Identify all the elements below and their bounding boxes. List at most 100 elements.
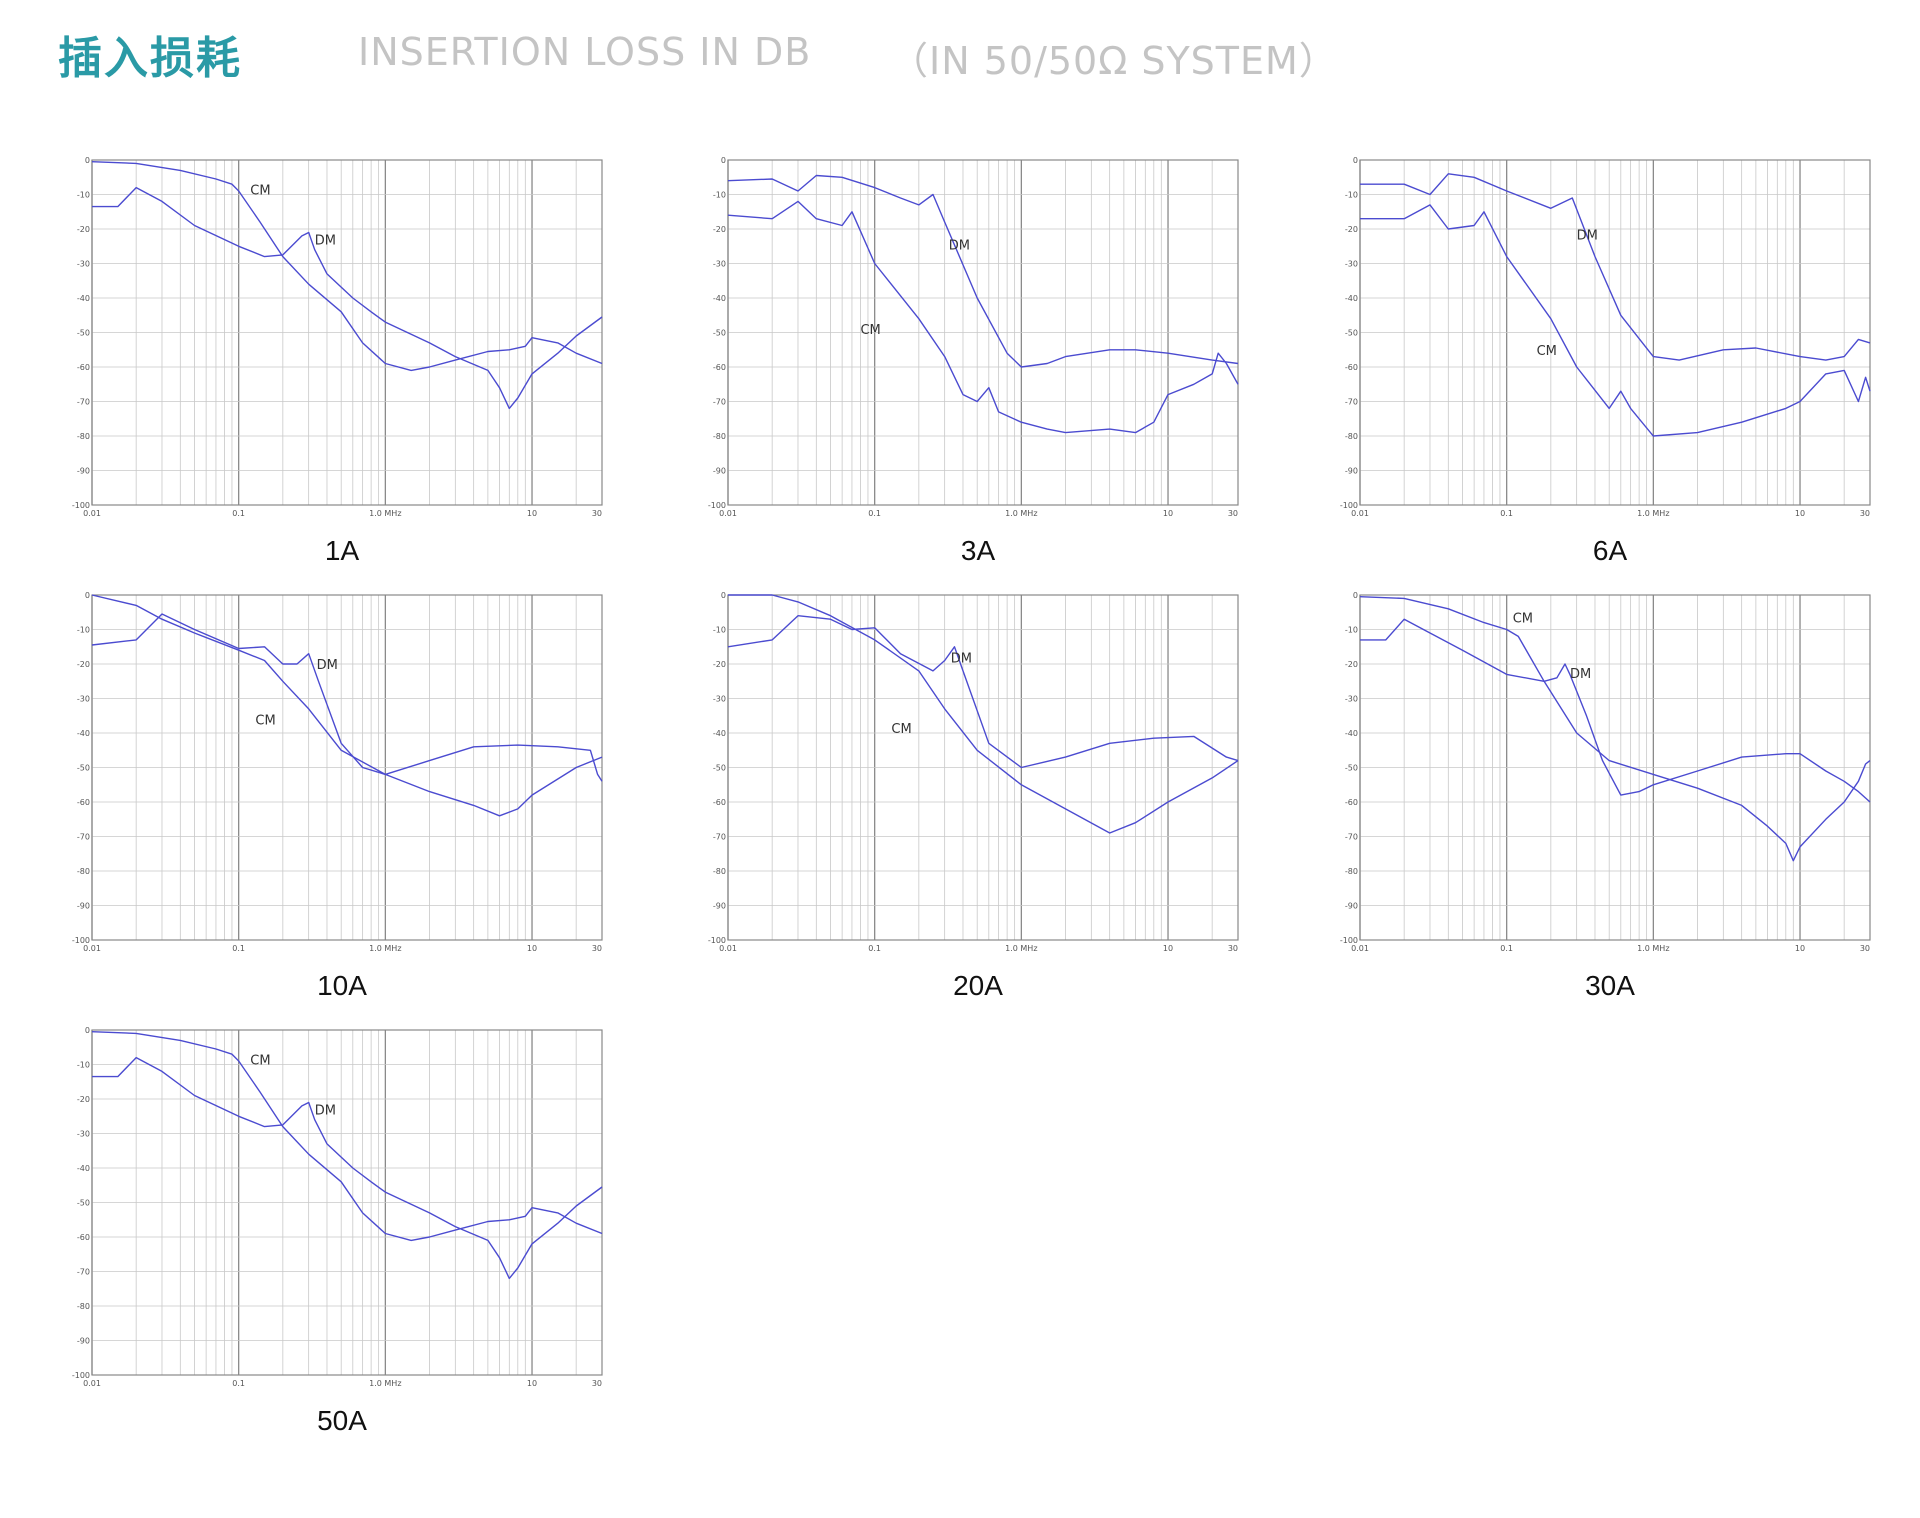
y-tick-label: -30 [1345,695,1358,704]
y-tick-label: -90 [77,467,90,476]
plot-frame [91,159,603,506]
series-line-dm [1360,173,1871,361]
y-tick-label: 0 [85,591,90,600]
x-tick-label: 0.01 [1351,509,1369,518]
series-label-dm: DM [1570,667,1591,682]
y-tick-label: -50 [1345,764,1358,773]
x-tick-label: 10 [1795,509,1805,518]
y-tick-label: -70 [713,398,726,407]
x-tick-label: 30 [592,944,602,953]
y-tick-label: -70 [1345,398,1358,407]
series-line-dm [92,186,603,410]
y-tick-label: -50 [1345,329,1358,338]
chart-caption: 3A [960,535,996,566]
y-tick-label: -100 [708,936,726,945]
y-tick-label: -10 [1345,626,1358,635]
series-line-cm [728,594,1239,834]
y-tick-label: 0 [721,591,726,600]
y-tick-label: 0 [721,156,726,165]
y-tick-label: -30 [1345,260,1358,269]
x-tick-label: 10 [527,944,537,953]
x-tick-label: 10 [1163,509,1173,518]
y-tick-label: -10 [77,626,90,635]
series-label-dm: DM [951,651,972,666]
y-tick-label: -80 [1345,432,1358,441]
x-tick-label: 30 [592,509,602,518]
x-tick-label: 0.01 [83,944,101,953]
series-label-cm: CM [891,722,911,737]
x-tick-label: 0.01 [83,509,101,518]
x-tick-label: 0.01 [83,1379,101,1388]
x-tick-label: 10 [1795,944,1805,953]
y-tick-label: -20 [77,1095,90,1104]
chart-grid [727,159,1239,506]
series-label-cm: CM [255,713,275,728]
plot-frame [1359,594,1871,941]
y-tick-label: -40 [77,1164,90,1173]
y-tick-label: -50 [77,764,90,773]
y-tick-label: -60 [77,363,90,372]
y-tick-label: 0 [1353,156,1358,165]
y-tick-label: -20 [713,660,726,669]
y-tick-label: -100 [1340,936,1358,945]
x-tick-label: 10 [1163,944,1173,953]
chart-grid [1359,594,1871,941]
y-tick-label: -40 [1345,294,1358,303]
y-tick-label: -80 [77,1302,90,1311]
series-label-dm: DM [949,239,970,254]
chart-caption: 6A [1592,535,1628,566]
plot-frame [91,594,603,941]
y-tick-label: -20 [77,225,90,234]
series-line-cm [1359,596,1871,862]
series-line-cm [727,200,1239,434]
y-tick-label: -70 [77,398,90,407]
y-tick-label: -10 [77,191,90,200]
series-line-cm [91,161,603,372]
chart-panel: 0 -10 -20 -30 -40 -50 -60 -70 -80 -90 -100 0.01 0.1 1… [62,150,622,570]
page-title: 插入损耗 [58,33,242,84]
x-tick-label: 10 [527,509,537,518]
chart-caption: 30A [1585,970,1635,1001]
y-tick-label: -20 [713,225,726,234]
y-tick-label: -40 [1345,729,1358,738]
y-tick-label: -60 [1345,363,1358,372]
x-tick-label: 30 [1860,944,1870,953]
y-tick-label: -60 [77,1233,90,1242]
series-line-dm [1360,618,1871,803]
y-tick-label: -20 [1345,225,1358,234]
y-tick-label: -100 [72,936,90,945]
y-tick-label: 0 [85,1026,90,1035]
x-tick-label: 0.01 [719,944,737,953]
y-tick-label: -50 [713,329,726,338]
x-tick-label: 0.1 [1500,509,1513,518]
chart-grid [91,1029,603,1376]
x-tick-label: 0.1 [232,509,245,518]
y-tick-label: -90 [713,467,726,476]
x-tick-label: 30 [1860,509,1870,518]
chart-caption: 20A [953,970,1003,1001]
y-tick-label: -70 [77,1268,90,1277]
x-tick-label: 1.0 MHz [1005,509,1037,518]
y-tick-label: -30 [713,260,726,269]
x-tick-label: 0.1 [232,944,245,953]
x-tick-label: 1.0 MHz [1005,944,1037,953]
y-tick-label: -30 [77,260,90,269]
y-tick-label: -100 [72,501,90,510]
series-label-dm: DM [1577,228,1598,243]
y-tick-label: -70 [1345,833,1358,842]
series-label-cm: CM [250,184,270,199]
chart-grid [91,594,603,941]
x-tick-label: 1.0 MHz [369,944,401,953]
y-tick-label: -60 [713,798,726,807]
x-tick-label: 0.1 [868,509,881,518]
y-tick-label: -30 [713,695,726,704]
series-label-cm: CM [1513,612,1533,627]
y-tick-label: -100 [72,1371,90,1380]
chart-panel: 0 -10 -20 -30 -40 -50 -60 -70 -80 -90 -100 0.01 0.1 1… [1330,585,1890,1005]
chart-caption: 10A [317,970,367,1001]
y-tick-label: -90 [1345,467,1358,476]
